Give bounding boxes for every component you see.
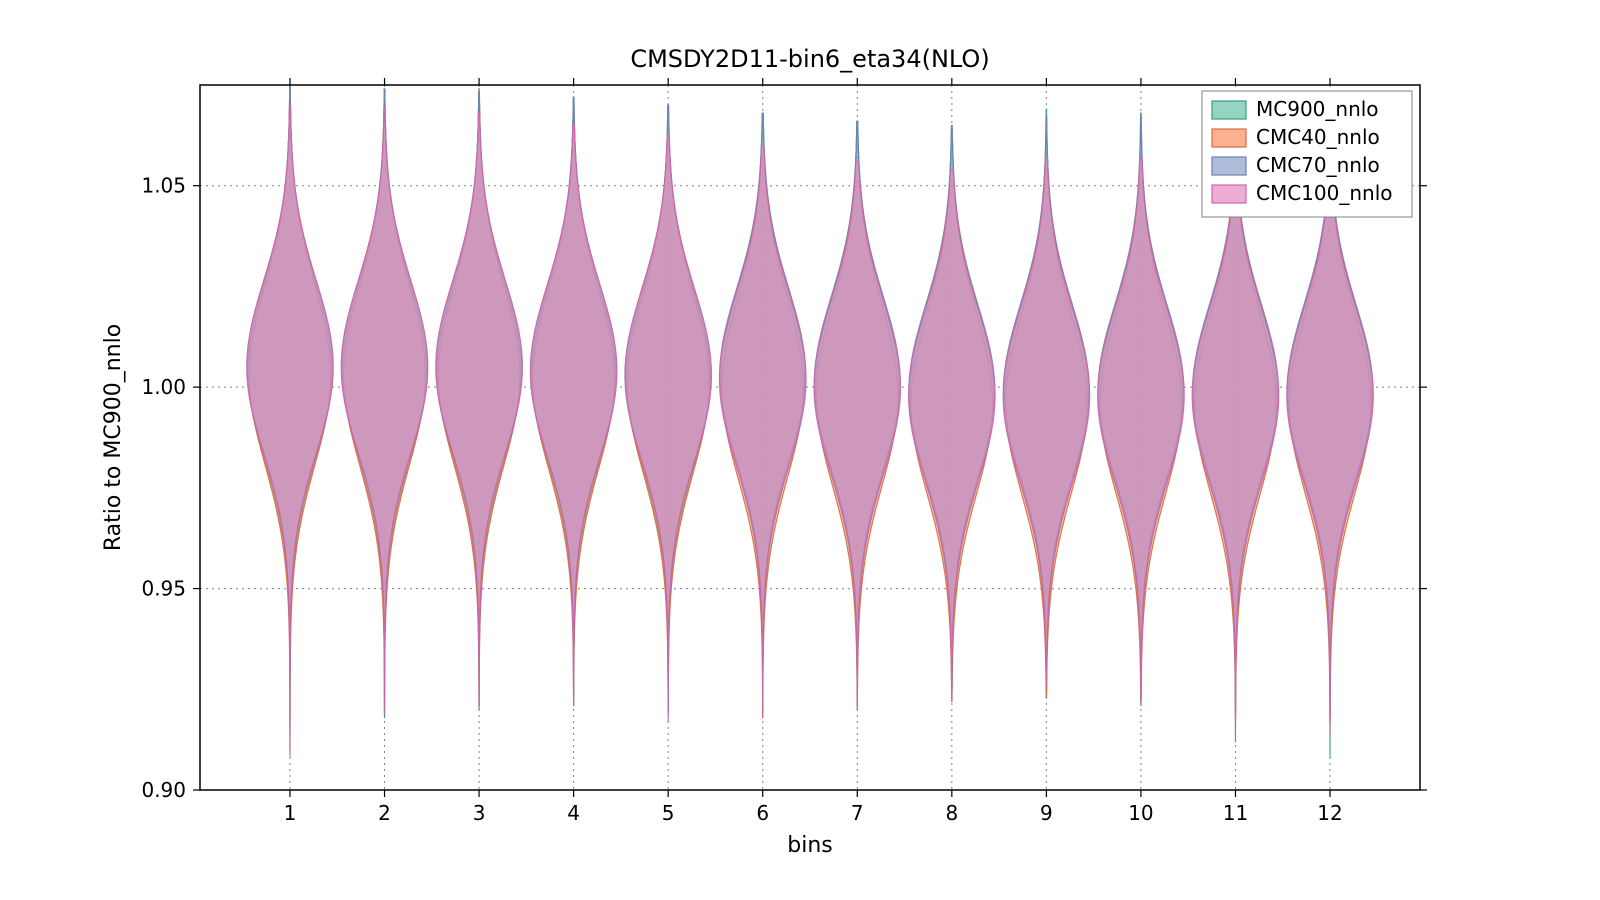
legend-label: CMC70_nnlo	[1256, 153, 1380, 177]
violin-chart-svg: 0.900.951.001.05123456789101112binsRatio…	[0, 0, 1600, 900]
legend-label: MC900_nnlo	[1256, 97, 1379, 121]
legend-swatch	[1212, 101, 1246, 119]
legend-swatch	[1212, 185, 1246, 203]
xtick-label: 11	[1223, 801, 1248, 825]
xtick-label: 6	[756, 801, 769, 825]
legend-label: CMC100_nnlo	[1256, 181, 1393, 205]
xtick-label: 9	[1040, 801, 1053, 825]
xtick-label: 8	[945, 801, 958, 825]
ytick-label: 0.90	[141, 778, 186, 802]
legend: MC900_nnlo CMC40_nnlo CMC70_nnlo CMC100_nnl…	[1202, 91, 1412, 217]
xtick-label: 3	[473, 801, 486, 825]
ytick-label: 0.95	[141, 577, 186, 601]
xtick-label: 1	[284, 801, 297, 825]
legend-label: CMC40_nnlo	[1256, 125, 1380, 149]
xtick-label: 12	[1317, 801, 1342, 825]
legend-swatch	[1212, 129, 1246, 147]
xtick-label: 10	[1128, 801, 1153, 825]
xtick-label: 5	[662, 801, 675, 825]
ytick-label: 1.00	[141, 375, 186, 399]
chart-title: CMSDY2D11-bin6_eta34(NLO)	[630, 45, 989, 73]
legend-swatch	[1212, 157, 1246, 175]
xtick-label: 2	[378, 801, 391, 825]
ytick-label: 1.05	[141, 174, 186, 198]
ylabel: Ratio to MC900_nnlo	[101, 324, 126, 551]
xlabel: bins	[787, 833, 832, 858]
xtick-label: 7	[851, 801, 864, 825]
chart-container: 0.900.951.001.05123456789101112binsRatio…	[0, 0, 1600, 900]
xtick-label: 4	[567, 801, 580, 825]
